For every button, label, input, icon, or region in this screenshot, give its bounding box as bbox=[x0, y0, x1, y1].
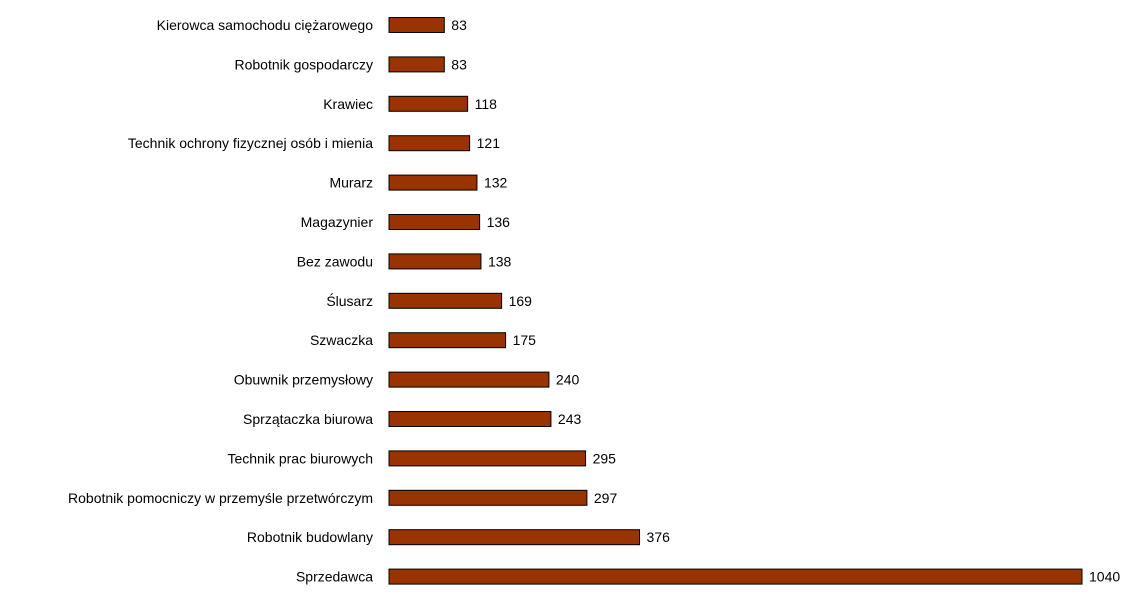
bar bbox=[388, 450, 587, 467]
category-labels: Kierowca samochodu ciężarowego Robotnik g… bbox=[68, 17, 373, 585]
category-label: Robotnik budowlany bbox=[247, 529, 373, 545]
category-label: Robotnik gospodarczy bbox=[234, 56, 373, 72]
bar bbox=[388, 568, 1083, 585]
category-label: Kierowca samochodu ciężarowego bbox=[157, 17, 374, 33]
category-label: Bez zawodu bbox=[297, 253, 373, 269]
bar bbox=[388, 292, 503, 309]
bar bbox=[388, 529, 641, 546]
category-label: Robotnik pomocniczy w przemyśle przetwór… bbox=[68, 490, 373, 506]
value-label: 83 bbox=[451, 17, 467, 33]
bar bbox=[388, 332, 507, 349]
category-label: Krawiec bbox=[323, 96, 373, 112]
value-label: 376 bbox=[647, 529, 671, 545]
bar bbox=[388, 253, 482, 270]
value-label: 175 bbox=[513, 332, 537, 348]
value-label: 83 bbox=[451, 56, 467, 72]
bar bbox=[388, 56, 445, 73]
value-label: 169 bbox=[509, 293, 533, 309]
category-label: Technik ochrony fizycznej osób i mienia bbox=[128, 135, 373, 151]
category-label: Ślusarz bbox=[326, 292, 373, 309]
bars bbox=[388, 17, 1083, 585]
bar bbox=[388, 411, 552, 427]
bar bbox=[388, 371, 550, 388]
value-label: 1040 bbox=[1089, 569, 1120, 585]
bar bbox=[388, 135, 471, 152]
category-label: Sprzedawca bbox=[296, 569, 373, 585]
category-label: Obuwnik przemysłowy bbox=[234, 372, 373, 388]
category-label: Technik prac biurowych bbox=[227, 450, 373, 466]
bar bbox=[388, 174, 478, 191]
value-label: 243 bbox=[558, 411, 582, 427]
category-label: Szwaczka bbox=[310, 332, 373, 348]
category-label: Magazynier bbox=[301, 214, 374, 230]
value-label: 132 bbox=[484, 175, 508, 191]
value-label: 121 bbox=[477, 135, 501, 151]
bar bbox=[388, 17, 445, 33]
value-label: 295 bbox=[593, 450, 617, 466]
value-label: 240 bbox=[556, 372, 580, 388]
value-label: 138 bbox=[488, 253, 512, 269]
value-label: 136 bbox=[487, 214, 511, 230]
category-label: Sprzątaczka biurowa bbox=[243, 411, 373, 427]
category-label: Murarz bbox=[329, 175, 373, 191]
value-labels: 83 83 118 121 132 136 138 169 175 240 243 295 297 376… bbox=[451, 17, 1120, 585]
bar bbox=[388, 95, 469, 112]
bar bbox=[388, 214, 481, 230]
value-label: 118 bbox=[475, 96, 498, 112]
value-label: 297 bbox=[594, 490, 618, 506]
bar bbox=[388, 489, 588, 506]
